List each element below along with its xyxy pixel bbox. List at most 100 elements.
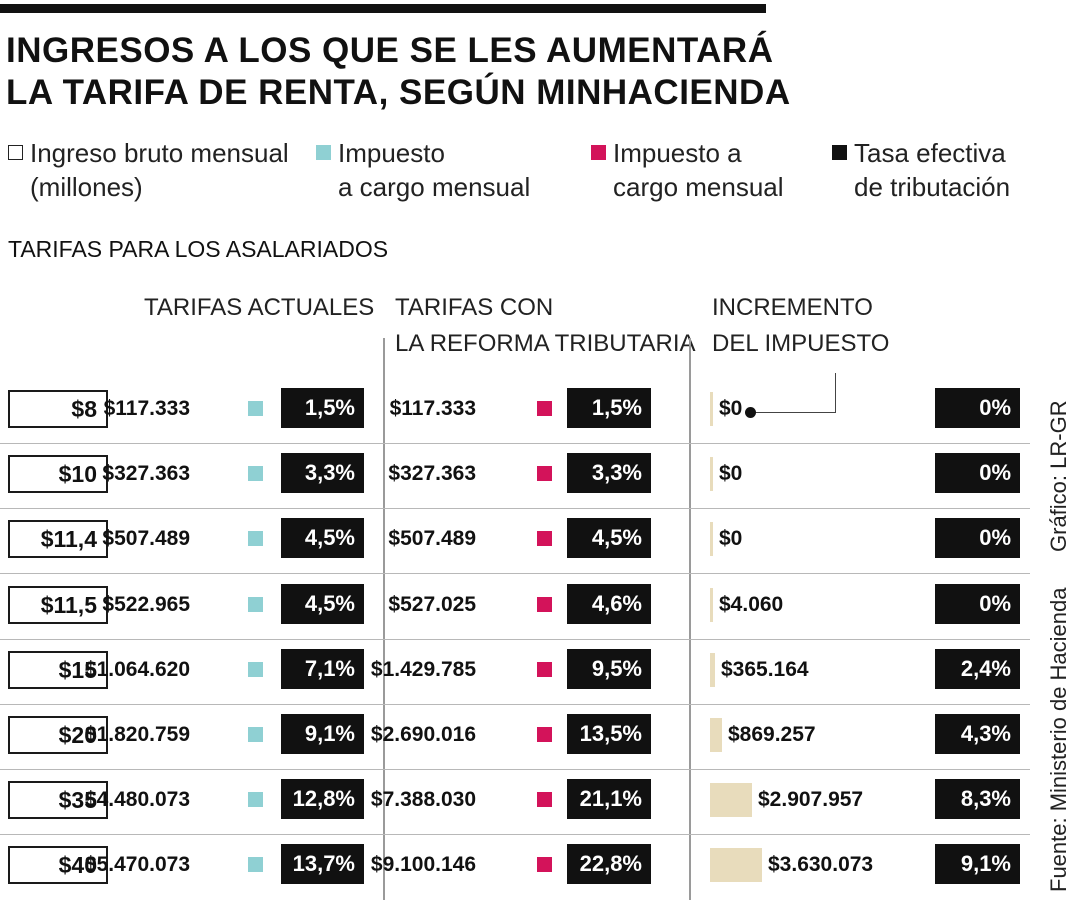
increase-value: $0	[719, 397, 743, 420]
reform-rate-value: 13,5%	[567, 714, 651, 754]
reform-tax-marker	[537, 857, 552, 872]
legend-item-current-tax: Impuesto a cargo mensual	[316, 136, 530, 204]
current-tax-value: $4.480.073	[84, 788, 190, 811]
increase-rate-value: 9,1%	[935, 844, 1020, 884]
reform-tax-marker	[537, 597, 552, 612]
legend-label: Ingreso bruto mensual	[30, 138, 289, 168]
income-value: $11,5	[8, 586, 108, 624]
increase-rate-value: 0%	[935, 453, 1020, 493]
increase-rate-value: 2,4%	[935, 649, 1020, 689]
table-row: $10 $327.363 3,3% $327.363 3,3% $0 0%	[0, 451, 1030, 503]
legend-label: a cargo mensual	[338, 172, 531, 202]
legend-swatch-current-tax	[316, 145, 331, 160]
callout-line	[835, 373, 836, 413]
legend-label: de tributación	[854, 172, 1011, 202]
current-tax-marker	[248, 662, 263, 677]
income-value: $20	[8, 716, 108, 754]
row-divider	[0, 573, 1030, 574]
income-value: $15	[8, 651, 108, 689]
increase-value: $365.164	[721, 658, 809, 681]
column-header-reform: TARIFAS CON LA REFORMA TRIBUTARIA	[395, 294, 696, 357]
current-rate-value: 9,1%	[281, 714, 364, 754]
increase-bar	[710, 653, 715, 687]
current-tax-value: $1.064.620	[84, 658, 190, 681]
legend-label: (millones)	[30, 172, 143, 202]
page-title: INGRESOS A LOS QUE SE LES AUMENTARÁ LA T…	[6, 30, 791, 114]
graphic-credit: Gráfico: LR-GR	[1046, 400, 1071, 552]
current-tax-value: $507.489	[102, 527, 190, 550]
table-row: $11,4 $507.489 4,5% $507.489 4,5% $0 0%	[0, 516, 1030, 568]
table-row: $20 $1.820.759 9,1% $2.690.016 13,5% $869.257…	[0, 712, 1030, 764]
current-rate-value: 1,5%	[281, 388, 364, 428]
increase-bar	[710, 588, 713, 622]
row-divider	[0, 769, 1030, 770]
reform-tax-value: $9.100.146	[370, 853, 476, 876]
income-value: $40	[8, 846, 108, 884]
reform-rate-value: 22,8%	[567, 844, 651, 884]
current-rate-value: 7,1%	[281, 649, 364, 689]
reform-tax-marker	[537, 727, 552, 742]
reform-rate-value: 4,5%	[567, 518, 651, 558]
current-rate-value: 13,7%	[281, 844, 364, 884]
current-tax-marker	[248, 857, 263, 872]
reform-tax-marker	[537, 792, 552, 807]
column-header-increase: INCREMENTO DEL IMPUESTO	[712, 294, 890, 357]
title-line-2: LA TARIFA DE RENTA, SEGÚN MINHACIENDA	[6, 73, 791, 112]
current-rate-value: 4,5%	[281, 518, 364, 558]
current-rate-value: 3,3%	[281, 453, 364, 493]
table-row: $8 $117.333 1,5% $117.333 1,5% $0 0%	[0, 386, 1030, 438]
current-tax-value: $522.965	[102, 593, 190, 616]
row-divider	[0, 704, 1030, 705]
table-row: $40 $5.470.073 13,7% $9.100.146 22,8% $3.630.…	[0, 842, 1030, 894]
increase-value: $0	[719, 527, 743, 550]
legend-label: Impuesto	[338, 138, 445, 168]
legend-swatch-reform-tax	[591, 145, 606, 160]
column-divider	[383, 338, 385, 900]
legend-item-reform-tax: Impuesto a cargo mensual	[591, 136, 784, 204]
legend-item-income: Ingreso bruto mensual (millones)	[8, 136, 289, 204]
increase-rate-value: 8,3%	[935, 779, 1020, 819]
legend-item-effective-rate: Tasa efectiva de tributación	[832, 136, 1010, 204]
table-row: $15 $1.064.620 7,1% $1.429.785 9,5% $365.164 2…	[0, 647, 1030, 699]
current-tax-value: $327.363	[102, 462, 190, 485]
reform-rate-value: 4,6%	[567, 584, 651, 624]
table-row: $35 $4.480.073 12,8% $7.388.030 21,1% $2.907.…	[0, 777, 1030, 829]
increase-bar	[710, 718, 722, 752]
increase-rate-value: 0%	[935, 388, 1020, 428]
current-rate-value: 4,5%	[281, 584, 364, 624]
income-value: $11,4	[8, 520, 108, 558]
row-divider	[0, 834, 1030, 835]
current-tax-marker	[248, 727, 263, 742]
reform-tax-marker	[537, 401, 552, 416]
increase-bar	[710, 522, 713, 556]
header-rule	[0, 4, 766, 13]
reform-rate-value: 9,5%	[567, 649, 651, 689]
reform-tax-value: $117.333	[389, 397, 476, 420]
income-value: $8	[8, 390, 108, 428]
reform-tax-marker	[537, 466, 552, 481]
reform-rate-value: 3,3%	[567, 453, 651, 493]
source-credit: Fuente: Ministerio de Hacienda	[1046, 587, 1071, 893]
table-row: $11,5 $522.965 4,5% $527.025 4,6% $4.060 0%	[0, 582, 1030, 634]
legend-label: cargo mensual	[613, 172, 784, 202]
legend-label: Tasa efectiva	[854, 138, 1006, 168]
increase-value: $0	[719, 462, 743, 485]
column-header-current: TARIFAS ACTUALES	[144, 294, 375, 321]
legend-swatch-income	[8, 145, 23, 160]
reform-tax-marker	[537, 531, 552, 546]
current-tax-value: $1.820.759	[84, 723, 190, 746]
reform-tax-value: $527.025	[388, 593, 476, 616]
callout-line	[752, 412, 836, 413]
income-value: $35	[8, 781, 108, 819]
legend-label: Impuesto a	[613, 138, 742, 168]
reform-tax-value: $507.489	[388, 527, 476, 550]
row-divider	[0, 508, 1030, 509]
increase-rate-value: 0%	[935, 584, 1020, 624]
reform-tax-value: $2.690.016	[370, 723, 476, 746]
income-value: $10	[8, 455, 108, 493]
reform-rate-value: 1,5%	[567, 388, 651, 428]
increase-bar	[710, 457, 713, 491]
increase-value: $2.907.957	[758, 788, 864, 811]
current-tax-value: $117.333	[103, 397, 190, 420]
current-tax-marker	[248, 597, 263, 612]
